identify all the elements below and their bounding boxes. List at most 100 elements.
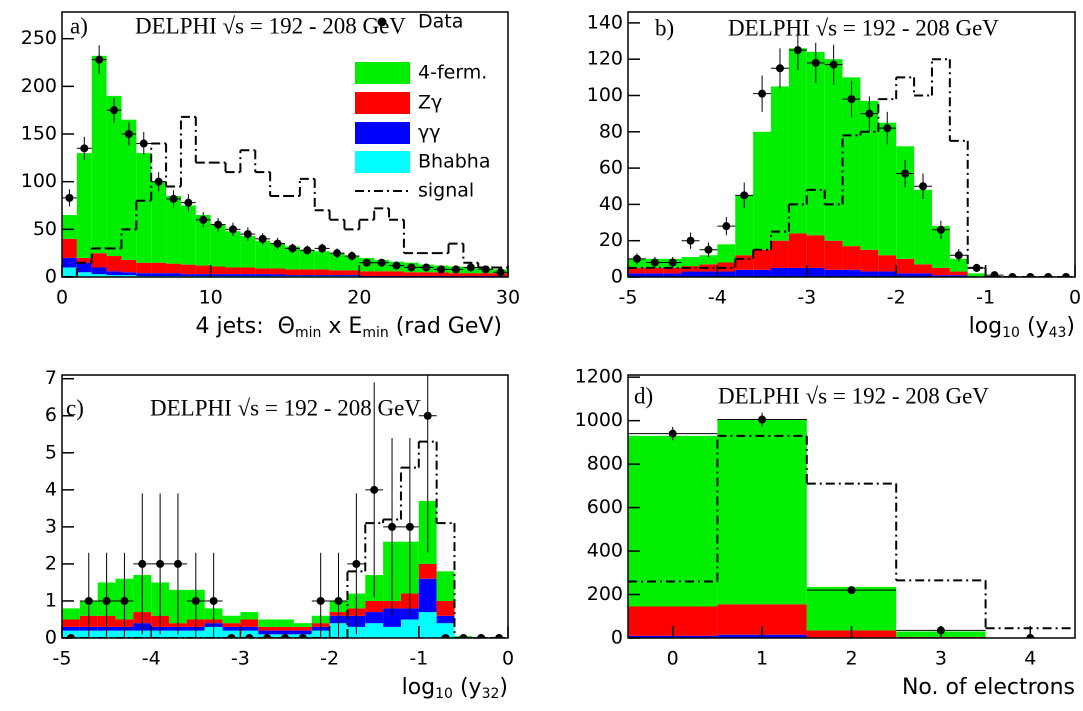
bar-segment: [329, 270, 345, 276]
bar-segment: [180, 264, 196, 275]
bar-segment: [949, 275, 968, 277]
bar-segment: [210, 274, 226, 277]
bar-segment: [276, 626, 294, 631]
bar-segment: [478, 273, 494, 277]
legend-label: γγ: [418, 122, 441, 144]
y-tick-label: 6: [45, 404, 57, 426]
bar-segment: [314, 269, 330, 276]
bar-segment: [314, 251, 330, 270]
data-point: [495, 634, 504, 638]
y-tick-label: 0: [45, 627, 57, 649]
y-tick-label: 0: [45, 266, 57, 288]
data-point: [245, 634, 254, 638]
bar-segment: [136, 262, 152, 274]
bar-segment: [735, 269, 754, 277]
bar-segment: [663, 267, 682, 274]
bar-segment: [896, 273, 915, 277]
data-point: [496, 268, 505, 277]
data-point: [120, 596, 129, 605]
bar-segment: [166, 263, 181, 274]
bar-segment: [403, 272, 419, 277]
bar-segment: [258, 630, 277, 635]
x-tick-label: -3: [231, 648, 250, 670]
x-axis-label-part: log: [402, 675, 436, 700]
data-point: [392, 261, 401, 270]
bar-segment: [121, 259, 137, 273]
data-point: [441, 634, 450, 638]
bar-segment: [949, 258, 968, 272]
bar-segment: [418, 578, 437, 613]
bar-segment: [628, 273, 646, 277]
y-tick-label: 0: [611, 266, 623, 288]
data-point: [298, 634, 307, 638]
bar-segment: [753, 249, 772, 270]
y-tick-label: 0: [611, 627, 623, 649]
data-point: [110, 106, 119, 115]
data-point: [124, 130, 133, 139]
bar-segment: [62, 626, 80, 631]
bar-segment: [842, 77, 861, 247]
legend-swatch: [355, 62, 410, 84]
y-tick-label: 800: [587, 453, 623, 475]
bar-segment: [788, 267, 807, 277]
data-point: [184, 198, 193, 207]
panel-label: b): [655, 15, 674, 40]
bar-segment: [418, 563, 437, 579]
bar-segment: [896, 258, 915, 274]
data-point: [263, 634, 272, 638]
bar-segment: [365, 600, 384, 613]
data-point: [829, 60, 838, 69]
bar-segment: [344, 275, 360, 277]
x-tick-label: -1: [409, 648, 428, 670]
bar-segment: [285, 275, 300, 277]
y-tick-label: 60: [599, 157, 623, 179]
bar-segment: [842, 269, 861, 277]
data-point: [65, 193, 74, 202]
bar-segment: [240, 612, 259, 620]
x-axis-label-part: ): [1066, 314, 1075, 339]
x-tick-label: -3: [797, 287, 816, 309]
bar-segment: [293, 626, 312, 631]
bar-segment: [293, 623, 312, 627]
bar-segment: [276, 630, 294, 635]
legend-swatch: [355, 151, 410, 173]
y-tick-label: 100: [21, 170, 57, 192]
bar-segment: [240, 619, 259, 627]
data-point: [199, 215, 208, 224]
bar-segment: [681, 257, 700, 267]
bar-segment: [91, 55, 107, 254]
bar-segment: [418, 612, 437, 638]
bar-segment: [628, 435, 718, 607]
bar-segment: [663, 273, 682, 277]
y-tick-label: 1000: [575, 409, 623, 431]
data-point: [333, 249, 342, 258]
bar-segment: [383, 608, 401, 627]
data-point: [775, 64, 784, 73]
bar-segment: [735, 255, 754, 270]
data-point: [668, 258, 677, 267]
bar-segment: [91, 274, 107, 277]
x-axis-label-part: (rad GeV): [389, 314, 502, 339]
bar-segment: [824, 59, 843, 241]
bar-segment: [270, 243, 285, 269]
data-point: [154, 177, 163, 186]
bar-segment: [645, 267, 664, 274]
y-tick-label: 200: [587, 583, 623, 605]
legend-label: Zγ: [418, 92, 442, 114]
bar-segment: [344, 270, 360, 276]
y-tick-label: 1200: [575, 366, 623, 388]
panel-title: DELPHI √s = 192 - 208 GeV: [150, 395, 421, 420]
bar-segment: [418, 272, 434, 277]
data-point: [477, 634, 486, 638]
x-axis-label-part: 4 jets: Θ: [196, 314, 295, 339]
data-point: [990, 271, 999, 277]
bar-segment: [788, 233, 807, 268]
y-tick-label: 250: [21, 27, 57, 49]
bar-segment: [931, 267, 950, 276]
x-tick-label: 20: [347, 287, 371, 309]
bar-segment: [806, 267, 825, 277]
data-point: [901, 169, 910, 178]
bar-segment: [878, 255, 897, 272]
bar-segment: [299, 250, 315, 270]
